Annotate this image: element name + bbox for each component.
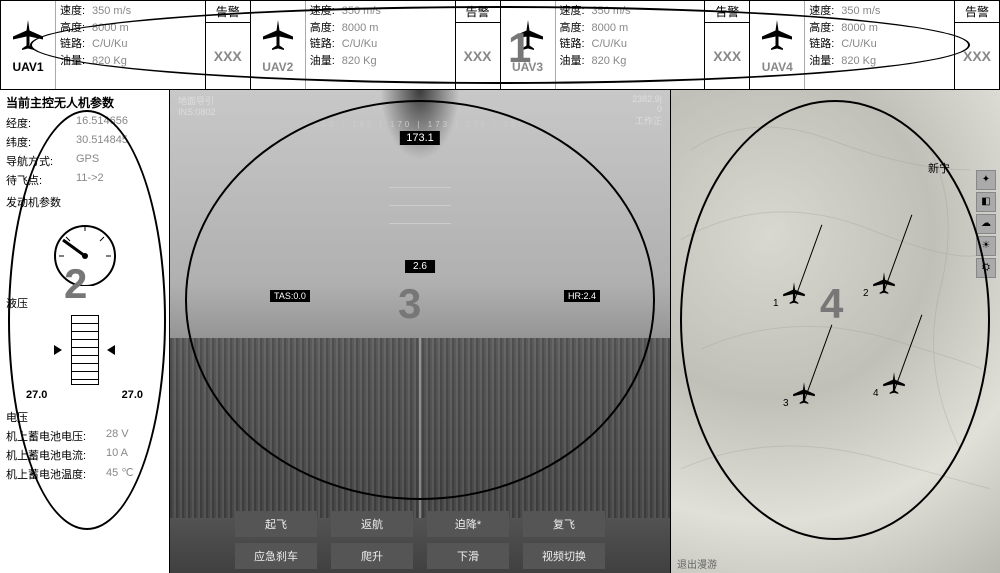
alert-body: XXX bbox=[705, 23, 749, 89]
map-tool-1[interactable]: ◧ bbox=[976, 192, 996, 212]
hyd-right: 27.0 bbox=[122, 389, 143, 401]
lat-label: 纬度: bbox=[6, 134, 76, 150]
command-buttons: 起飞返航迫降* 复飞 应急刹车爬升下滑视频切换 bbox=[170, 505, 670, 569]
map-tool-0[interactable]: ✦ bbox=[976, 170, 996, 190]
uav-cell-UAV3[interactable]: UAV3 速度:350 m/s高度:8000 m链路:C/U/Ku油量:820 K… bbox=[501, 1, 751, 89]
map-plane-4[interactable]: 4 bbox=[881, 370, 907, 401]
nav-label: 导航方式: bbox=[6, 153, 76, 169]
uav-id: UAV2 bbox=[262, 60, 293, 74]
alert-header: 告警 bbox=[206, 1, 250, 23]
cmd-起飞[interactable]: 起飞 bbox=[235, 511, 317, 537]
hud-topleft-0: 地面导引 bbox=[178, 94, 216, 107]
bc-label: 机上蓄电池电流: bbox=[6, 447, 106, 463]
hyd-header: 液压 bbox=[6, 295, 163, 311]
lon-label: 经度: bbox=[6, 115, 76, 131]
cmd-复飞[interactable]: 复飞 bbox=[523, 511, 605, 537]
engine-header: 发动机参数 bbox=[6, 194, 163, 210]
hud-topleft-1: INS:0802 bbox=[178, 107, 216, 117]
hud-topright-0: 2382.9| bbox=[632, 94, 662, 104]
pitch-ladder bbox=[320, 180, 520, 242]
cmd-下滑[interactable]: 下滑 bbox=[427, 543, 509, 569]
map-city-label: 新宁 bbox=[928, 160, 950, 176]
heading-value: 173.1 bbox=[400, 131, 440, 145]
uav-cell-UAV1[interactable]: UAV1 速度:350 m/s高度:8000 m链路:C/U/Ku油量:820 K… bbox=[1, 1, 251, 89]
cmd-爬升[interactable]: 爬升 bbox=[331, 543, 413, 569]
params-panel: 当前主控无人机参数 经度:16.514656 纬度:30.514845 导航方式… bbox=[0, 90, 170, 573]
lat-value: 30.514845 bbox=[76, 134, 128, 150]
wp-label: 待飞点: bbox=[6, 172, 76, 188]
cmd-应急刹车[interactable]: 应急刹车 bbox=[235, 543, 317, 569]
main-area: 当前主控无人机参数 经度:16.514656 纬度:30.514845 导航方式… bbox=[0, 90, 1000, 573]
alert-body: XXX bbox=[456, 23, 500, 89]
plane-icon bbox=[759, 17, 795, 58]
map-plane-2[interactable]: 2 bbox=[871, 270, 897, 301]
hud-panel: 地面导引 INS:0802 2382.9| 0 工作正 | 160 | 165 … bbox=[170, 90, 670, 573]
map-footer[interactable]: 退出漫游 bbox=[677, 556, 717, 571]
plane-icon bbox=[10, 17, 46, 58]
heading-scale: | 160 | 165 | 170 | 173 | 175 | 180 | bbox=[304, 120, 536, 129]
hyd-ptr-right-icon bbox=[107, 345, 115, 355]
hud-center-value: 2.6 bbox=[405, 260, 435, 273]
uav-status-bar: UAV1 速度:350 m/s高度:8000 m链路:C/U/Ku油量:820 K… bbox=[0, 0, 1000, 90]
bv-value: 28 V bbox=[106, 428, 129, 444]
map-panel[interactable]: 新宁 1 2 3 4 ✦◧☁☀⛭ 退出漫游 bbox=[670, 90, 1000, 573]
uav-cell-UAV4[interactable]: UAV4 速度:350 m/s高度:8000 m链路:C/U/Ku油量:820 K… bbox=[750, 1, 999, 89]
plane-icon bbox=[260, 17, 296, 58]
params-title: 当前主控无人机参数 bbox=[6, 94, 163, 111]
uav-id: UAV4 bbox=[762, 60, 793, 74]
bt-value: 45 ℃ bbox=[106, 466, 134, 482]
map-tool-4[interactable]: ⛭ bbox=[976, 258, 996, 278]
hud-topright-2: 工作正 bbox=[632, 114, 662, 127]
nav-value: GPS bbox=[76, 153, 99, 169]
lon-value: 16.514656 bbox=[76, 115, 128, 131]
uav-data: 速度:350 m/s高度:8000 m链路:C/U/Ku油量:820 Kg bbox=[805, 1, 954, 89]
bv-label: 机上蓄电池电压: bbox=[6, 428, 106, 444]
hr-value: HR:2.4 bbox=[564, 290, 600, 302]
alert-body: XXX bbox=[206, 23, 250, 89]
hydraulic-bar bbox=[71, 315, 99, 385]
bt-label: 机上蓄电池温度: bbox=[6, 466, 106, 482]
map-plane-3[interactable]: 3 bbox=[791, 380, 817, 411]
alert-header: 告警 bbox=[456, 1, 500, 23]
hud-topright-1: 0 bbox=[632, 104, 662, 114]
uav-id: UAV3 bbox=[512, 60, 543, 74]
map-tool-3[interactable]: ☀ bbox=[976, 236, 996, 256]
hyd-left: 27.0 bbox=[26, 389, 47, 401]
alert-header: 告警 bbox=[705, 1, 749, 23]
volt-header: 电压 bbox=[6, 409, 163, 425]
runway-graphic bbox=[170, 338, 670, 518]
bc-value: 10 A bbox=[106, 447, 128, 463]
tas-value: TAS:0.0 bbox=[270, 290, 310, 302]
uav-data: 速度:350 m/s高度:8000 m链路:C/U/Ku油量:820 Kg bbox=[56, 1, 205, 89]
alert-body: XXX bbox=[955, 23, 999, 89]
map-plane-1[interactable]: 1 bbox=[781, 280, 807, 311]
map-tool-2[interactable]: ☁ bbox=[976, 214, 996, 234]
uav-data: 速度:350 m/s高度:8000 m链路:C/U/Ku油量:820 Kg bbox=[306, 1, 455, 89]
cmd-返航[interactable]: 返航 bbox=[331, 511, 413, 537]
plane-icon bbox=[510, 17, 546, 58]
wp-value: 11->2 bbox=[76, 172, 104, 188]
map-contour-icon bbox=[671, 90, 1000, 569]
uav-data: 速度:350 m/s高度:8000 m链路:C/U/Ku油量:820 Kg bbox=[556, 1, 705, 89]
engine-gauge bbox=[6, 216, 163, 289]
cmd-视频切换[interactable]: 视频切换 bbox=[523, 543, 605, 569]
uav-id: UAV1 bbox=[12, 60, 43, 74]
cmd-迫降*[interactable]: 迫降* bbox=[427, 511, 509, 537]
hyd-ptr-left-icon bbox=[54, 345, 62, 355]
uav-cell-UAV2[interactable]: UAV2 速度:350 m/s高度:8000 m链路:C/U/Ku油量:820 K… bbox=[251, 1, 501, 89]
alert-header: 告警 bbox=[955, 1, 999, 23]
